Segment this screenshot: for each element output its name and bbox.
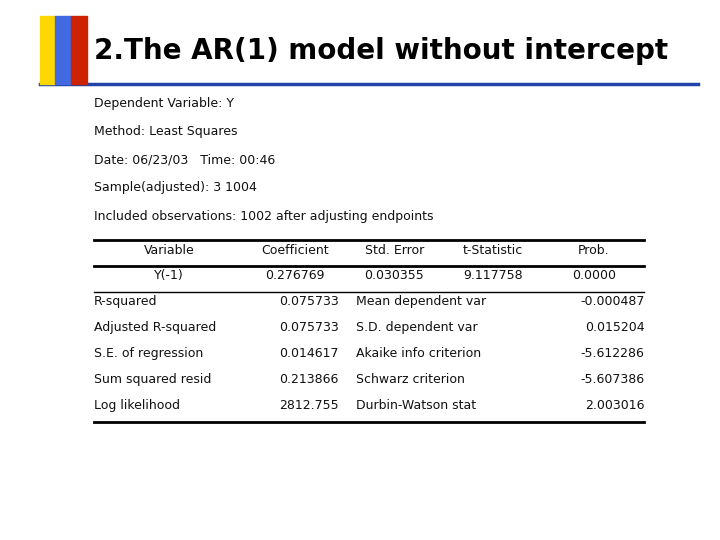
Text: 0.015204: 0.015204 <box>585 321 644 334</box>
Text: -0.000487: -0.000487 <box>580 295 644 308</box>
Text: 0.030355: 0.030355 <box>364 269 424 282</box>
Text: Akaike info criterion: Akaike info criterion <box>356 347 482 360</box>
Text: 9.117758: 9.117758 <box>464 269 523 282</box>
Text: -5.607386: -5.607386 <box>580 373 644 386</box>
Text: 0.0000: 0.0000 <box>572 269 616 282</box>
Text: Y(-1): Y(-1) <box>154 269 184 282</box>
Text: S.E. of regression: S.E. of regression <box>94 347 203 360</box>
Text: 2.003016: 2.003016 <box>585 399 644 412</box>
Text: 0.014617: 0.014617 <box>279 347 338 360</box>
Text: Adjusted R-squared: Adjusted R-squared <box>94 321 216 334</box>
Text: Mean dependent var: Mean dependent var <box>356 295 487 308</box>
Text: Included observations: 1002 after adjusting endpoints: Included observations: 1002 after adjust… <box>94 210 433 222</box>
Text: Dependent Variable: Y: Dependent Variable: Y <box>94 97 233 110</box>
Text: 0.075733: 0.075733 <box>279 295 338 308</box>
Text: Log likelihood: Log likelihood <box>94 399 179 412</box>
Text: Coefficient: Coefficient <box>261 244 329 256</box>
Text: R-squared: R-squared <box>94 295 157 308</box>
Text: Method: Least Squares: Method: Least Squares <box>94 125 237 138</box>
Text: 0.213866: 0.213866 <box>279 373 338 386</box>
Text: Date: 06/23/03   Time: 00:46: Date: 06/23/03 Time: 00:46 <box>94 153 275 166</box>
Text: Sum squared resid: Sum squared resid <box>94 373 211 386</box>
Text: -5.612286: -5.612286 <box>580 347 644 360</box>
Text: Sample(adjusted): 3 1004: Sample(adjusted): 3 1004 <box>94 181 256 194</box>
Text: t-Statistic: t-Statistic <box>463 244 523 256</box>
Text: 0.276769: 0.276769 <box>266 269 325 282</box>
Text: S.D. dependent var: S.D. dependent var <box>356 321 478 334</box>
Text: Durbin-Watson stat: Durbin-Watson stat <box>356 399 477 412</box>
Text: Variable: Variable <box>144 244 194 256</box>
Text: 2.The AR(1) model without intercept: 2.The AR(1) model without intercept <box>94 37 667 65</box>
Text: 0.075733: 0.075733 <box>279 321 338 334</box>
Text: Prob.: Prob. <box>578 244 610 256</box>
Text: Std. Error: Std. Error <box>364 244 424 256</box>
Text: 2812.755: 2812.755 <box>279 399 338 412</box>
Text: Schwarz criterion: Schwarz criterion <box>356 373 465 386</box>
